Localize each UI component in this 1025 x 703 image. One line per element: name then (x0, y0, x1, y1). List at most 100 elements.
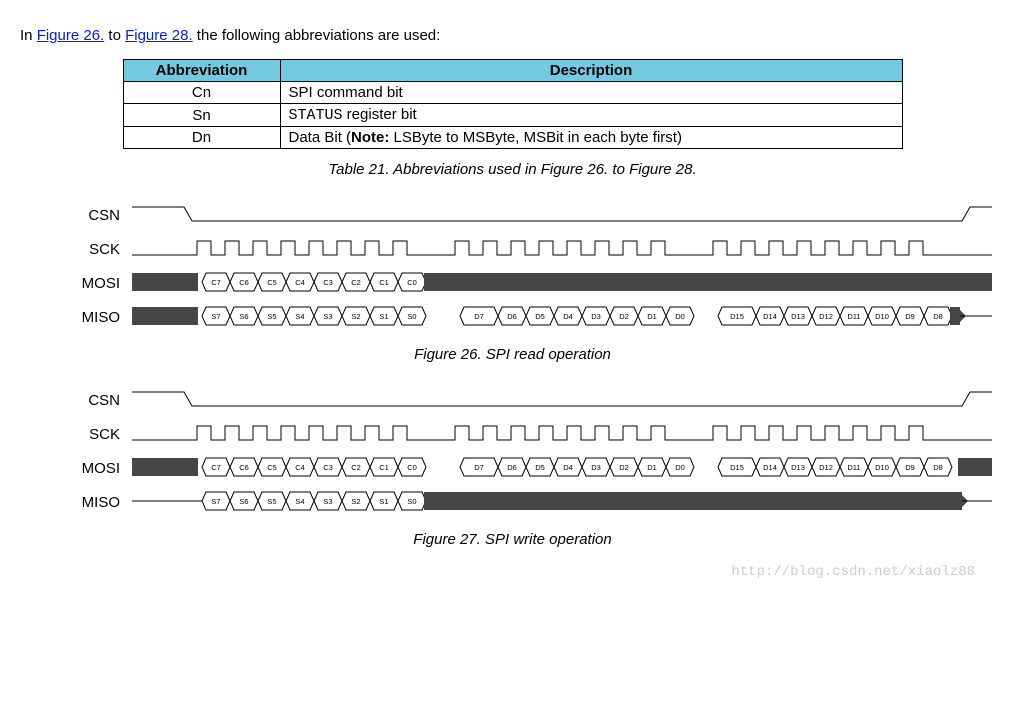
intro-suffix: the following abbreviations are used: (193, 27, 441, 44)
wave-csn (132, 204, 992, 226)
svg-text:D9: D9 (905, 463, 915, 472)
svg-text:D9: D9 (905, 312, 915, 321)
svg-text:C7: C7 (211, 463, 221, 472)
svg-text:C2: C2 (351, 278, 361, 287)
svg-text:D4: D4 (563, 312, 573, 321)
label-mosi: MOSI (60, 275, 132, 292)
svg-text:S3: S3 (323, 497, 332, 506)
svg-text:C3: C3 (323, 278, 333, 287)
cell-desc: SPI command bit (280, 82, 902, 104)
svg-text:S0: S0 (407, 312, 416, 321)
svg-text:S7: S7 (211, 497, 220, 506)
svg-text:D4: D4 (563, 463, 573, 472)
desc-tail: register bit (343, 106, 417, 123)
intro-text: In Figure 26. to Figure 28. the followin… (20, 27, 1005, 44)
label-sck: SCK (60, 241, 132, 258)
cell-abbr: Sn (123, 104, 280, 127)
svg-text:D12: D12 (819, 312, 833, 321)
svg-text:D10: D10 (875, 312, 889, 321)
svg-text:S4: S4 (295, 312, 304, 321)
figure-27-caption: Figure 27. SPI write operation (20, 531, 1005, 548)
svg-text:D12: D12 (819, 463, 833, 472)
svg-text:C0: C0 (407, 463, 417, 472)
svg-text:S1: S1 (379, 312, 388, 321)
svg-text:D3: D3 (591, 463, 601, 472)
wave-miso: S7S6S5S4S3S2S1S0D7D6D5D4D3D2D1D0D15D14D1… (132, 306, 992, 328)
svg-text:S2: S2 (351, 497, 360, 506)
label-csn: CSN (60, 207, 132, 224)
svg-text:S6: S6 (239, 312, 248, 321)
intro-mid: to (104, 27, 125, 44)
svg-text:C2: C2 (351, 463, 361, 472)
svg-text:D13: D13 (791, 463, 805, 472)
svg-text:C7: C7 (211, 278, 221, 287)
table-caption: Table 21. Abbreviations used in Figure 2… (20, 161, 1005, 178)
svg-text:D6: D6 (507, 463, 517, 472)
desc-pre: Data Bit ( (289, 129, 352, 146)
abbreviations-table: Abbreviation Description Cn SPI command … (123, 59, 903, 149)
svg-text:D11: D11 (847, 463, 860, 472)
svg-text:S5: S5 (267, 312, 276, 321)
desc-bold: Note: (351, 129, 389, 146)
svg-text:D2: D2 (619, 463, 629, 472)
svg-text:D7: D7 (474, 463, 484, 472)
svg-text:D14: D14 (763, 312, 777, 321)
label-mosi: MOSI (60, 460, 132, 477)
svg-text:S7: S7 (211, 312, 220, 321)
svg-text:D5: D5 (535, 312, 545, 321)
figure-26: CSN SCK MOSIC7C6C5C4C3C2C1C0 MISOS7S6S5S… (60, 198, 1005, 334)
figure-26-caption: Figure 26. SPI read operation (20, 346, 1005, 363)
svg-text:D6: D6 (507, 312, 517, 321)
col-abbr: Abbreviation (123, 60, 280, 82)
figure-27: CSN SCK MOSI C7 C6 C5 C4 C3 C2 C1 C0 D7 D6 D5 D4 D3 D2… (60, 383, 1005, 519)
mono-text: STATUS (289, 107, 343, 124)
cell-abbr: Dn (123, 127, 280, 149)
table-row: Dn Data Bit (Note: LSByte to MSByte, MSB… (123, 127, 902, 149)
wave-miso: S7S6S5S4S3S2S1S0 (132, 491, 992, 513)
svg-text:S3: S3 (323, 312, 332, 321)
svg-text:C4: C4 (295, 278, 305, 287)
table-row: Cn SPI command bit (123, 82, 902, 104)
svg-text:D1: D1 (647, 463, 657, 472)
svg-text:C3: C3 (323, 463, 333, 472)
svg-text:C6: C6 (239, 463, 249, 472)
svg-text:D10: D10 (875, 463, 889, 472)
table-row: Sn STATUS register bit (123, 104, 902, 127)
svg-text:C1: C1 (379, 463, 389, 472)
svg-text:D5: D5 (535, 463, 545, 472)
svg-text:S6: S6 (239, 497, 248, 506)
svg-text:D7: D7 (474, 312, 484, 321)
svg-text:D1: D1 (647, 312, 657, 321)
label-miso: MISO (60, 494, 132, 511)
intro-prefix: In (20, 27, 37, 44)
label-sck: SCK (60, 426, 132, 443)
svg-text:D15: D15 (730, 463, 744, 472)
svg-text:D14: D14 (763, 463, 777, 472)
svg-text:D8: D8 (933, 312, 943, 321)
link-figure-26[interactable]: Figure 26. (37, 27, 105, 44)
cell-abbr: Cn (123, 82, 280, 104)
wave-sck (132, 423, 992, 445)
svg-text:C1: C1 (379, 278, 389, 287)
watermark: http://blog.csdn.net/xiaolz88 (20, 564, 1005, 580)
svg-text:S2: S2 (351, 312, 360, 321)
wave-csn (132, 389, 992, 411)
link-figure-28[interactable]: Figure 28. (125, 27, 193, 44)
svg-text:C5: C5 (267, 463, 277, 472)
wave-mosi: C7C6C5C4C3C2C1C0 (132, 272, 992, 294)
svg-text:S1: S1 (379, 497, 388, 506)
svg-text:C5: C5 (267, 278, 277, 287)
svg-text:S4: S4 (295, 497, 304, 506)
col-desc: Description (280, 60, 902, 82)
cell-desc: STATUS register bit (280, 104, 902, 127)
svg-text:C4: C4 (295, 463, 305, 472)
svg-text:D11: D11 (847, 312, 860, 321)
svg-text:D8: D8 (933, 463, 943, 472)
wave-sck (132, 238, 992, 260)
label-csn: CSN (60, 392, 132, 409)
svg-text:D15: D15 (730, 312, 744, 321)
desc-post: LSByte to MSByte, MSBit in each byte fir… (389, 129, 682, 146)
label-miso: MISO (60, 309, 132, 326)
svg-text:D0: D0 (675, 312, 685, 321)
cell-desc: Data Bit (Note: LSByte to MSByte, MSBit … (280, 127, 902, 149)
